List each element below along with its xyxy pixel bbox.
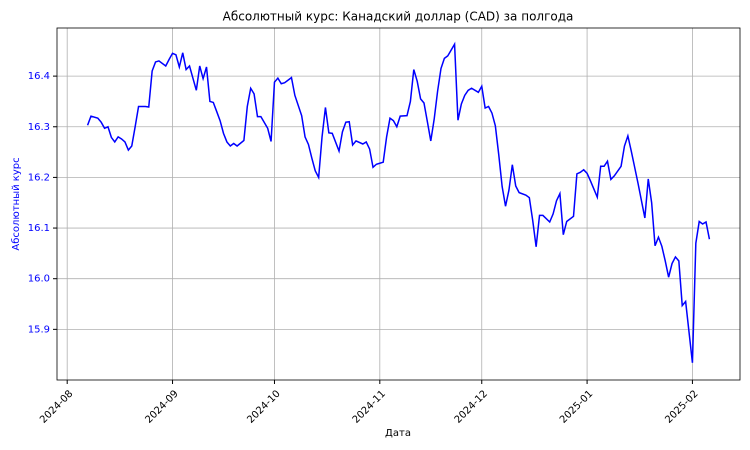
y-tick-label: 16.3: [28, 122, 50, 133]
y-tick-label: 16.1: [28, 223, 50, 234]
data-line: [86, 41, 711, 363]
y-axis-label: Абсолютный курс: [11, 157, 22, 250]
y-tick-label: 16.0: [28, 274, 50, 285]
plot-frame: [56, 27, 741, 381]
y-tick-label: 15.9: [28, 324, 50, 335]
chart-title: Абсолютный курс: Канадский доллар (CAD) …: [223, 10, 574, 24]
x-axis-label: Дата: [385, 428, 411, 439]
y-tick-label: 16.2: [28, 172, 50, 183]
y-tick-label: 16.4: [28, 71, 50, 82]
